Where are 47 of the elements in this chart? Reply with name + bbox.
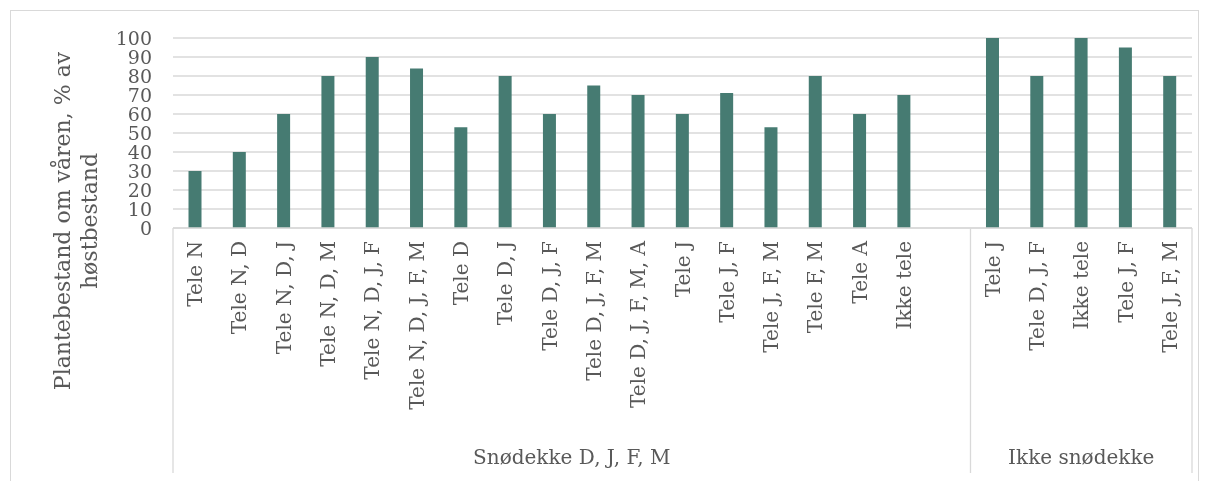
x-tick-label: Tele N, D, J, F (360, 240, 385, 380)
bar (1030, 76, 1044, 228)
x-tick-label: Tele D (448, 241, 473, 306)
bar (853, 114, 867, 228)
x-tick-label: Tele N, D (227, 241, 252, 335)
bar (1074, 38, 1088, 228)
bar (410, 68, 424, 228)
x-tick-label: Tele D, J, F (537, 240, 562, 351)
bar (454, 127, 468, 228)
bar (542, 114, 556, 228)
x-tick-label: Tele D, J, F, M, A (626, 240, 651, 408)
x-tick-label: Tele J, F, M (1157, 241, 1182, 353)
x-tick-label: Tele J (980, 241, 1005, 298)
x-tick-label: Tele J, F (1113, 240, 1138, 323)
x-tick-label: Tele D, J, F, M (581, 241, 606, 381)
bar (587, 85, 601, 228)
bar (365, 57, 379, 228)
text: Ikke snødekke (1008, 445, 1155, 469)
bar (1118, 47, 1132, 228)
bar (277, 114, 291, 228)
x-tick-label: Ikke tele (892, 241, 917, 330)
bar (188, 171, 202, 228)
x-tick-label: Tele F, M (803, 241, 828, 334)
bar (498, 76, 512, 228)
x-tick-label: Tele A (847, 240, 872, 304)
bar (764, 127, 778, 228)
x-tick-label: Tele D, J, F (1024, 240, 1049, 351)
bar (985, 38, 999, 228)
y-axis-title: Plantebestand om våren, % av høstbestand (48, 51, 101, 391)
bar (720, 93, 734, 228)
x-tick-label: Tele J, F, M (759, 241, 784, 353)
x-tick-label: Tele N (183, 241, 208, 307)
bar (232, 152, 246, 228)
x-tick-label: Tele J (670, 241, 695, 298)
x-tick-label: Tele N, D, M (316, 241, 341, 367)
x-tick-label: Ikke tele (1069, 241, 1094, 330)
x-tick-label: Tele N, D, J, F, M (404, 241, 429, 410)
x-tick-label: Tele N, D, J (271, 241, 296, 355)
bar (808, 76, 822, 228)
bar (631, 95, 645, 228)
text: Snødekke D, J, F, M (473, 445, 671, 469)
bar (321, 76, 335, 228)
bar (675, 114, 689, 228)
x-tick-label: Tele D, J (493, 241, 518, 326)
x-tick-label: Tele J, F (714, 240, 739, 323)
bar (1163, 76, 1177, 228)
bar (897, 95, 911, 228)
